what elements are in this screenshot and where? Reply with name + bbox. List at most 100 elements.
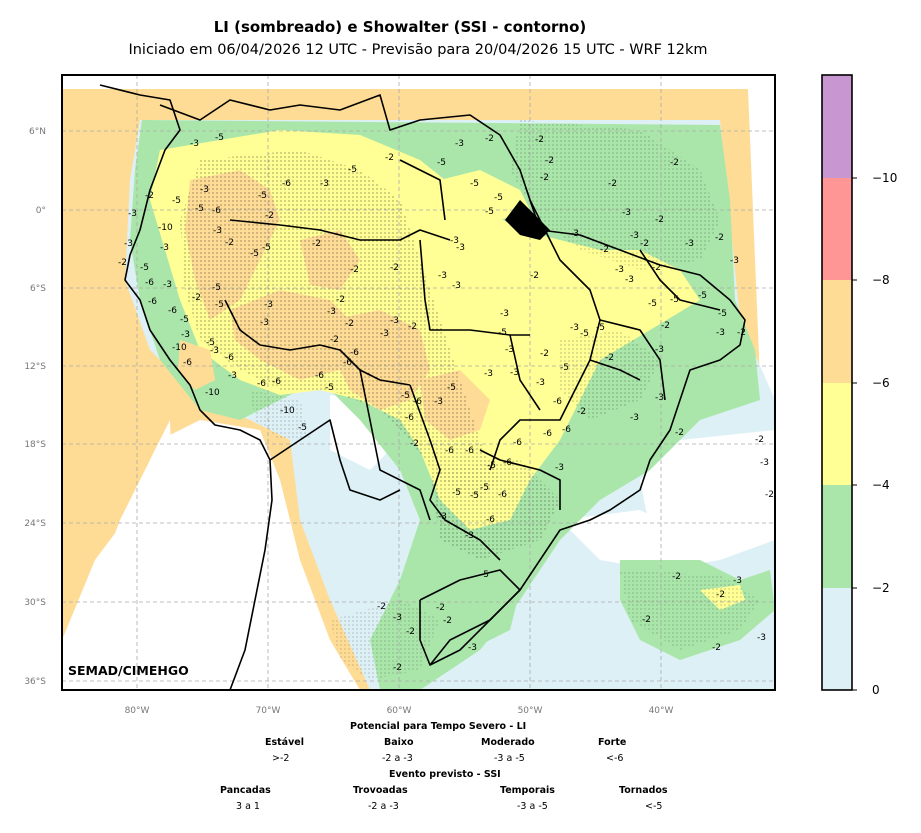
contour-label: -3 [213, 226, 222, 236]
contour-label: -2 [443, 616, 452, 626]
contour-label: -5 [698, 291, 707, 301]
colorbar-segment [822, 178, 852, 280]
contour-label: -5 [140, 263, 149, 273]
contour-label: -5 [325, 383, 334, 393]
contour-label: -2 [540, 173, 549, 183]
contour-label: -6 [343, 358, 352, 368]
contour-label: -3 [210, 346, 219, 356]
li-category-range: <-6 [606, 753, 624, 764]
colorbar-segment [822, 75, 852, 178]
contour-label: -5 [580, 329, 589, 339]
contour-label: -6 [350, 348, 359, 358]
lon-label: 50°W [518, 706, 543, 716]
lon-label: 60°W [387, 706, 412, 716]
contour-label: -3 [200, 185, 209, 195]
contour-label: -2 [716, 590, 725, 600]
contour-label: -3 [438, 271, 447, 281]
contour-label: -5 [487, 461, 496, 471]
contour-label: -3 [228, 371, 237, 381]
contour-label: -2 [652, 263, 661, 273]
contour-label: -5 [447, 383, 456, 393]
contour-label: -6 [315, 371, 324, 381]
colorbar-segment [822, 280, 852, 383]
river-mouth-shape [505, 200, 550, 240]
contour-label: -2 [522, 228, 531, 238]
contour-label: -10 [158, 223, 173, 233]
contour-label: -3 [434, 397, 443, 407]
contour-label: -5 [212, 283, 221, 293]
contour-label: -5 [401, 391, 410, 401]
contour-label: -3 [685, 239, 694, 249]
contour-label: -5 [648, 299, 657, 309]
contour-label: -5 [250, 249, 259, 259]
contour-label: -2 [485, 134, 494, 144]
contour-label: -3 [450, 236, 459, 246]
contour-label: -3 [181, 330, 190, 340]
contour-label: -2 [670, 158, 679, 168]
contour-label: -2 [605, 353, 614, 363]
colorbar-label: 0 [872, 683, 880, 697]
colorbar-segment [822, 588, 852, 690]
lat-label: 12°S [24, 362, 46, 372]
li-category-range: -3 a -5 [494, 753, 525, 764]
contour-label: -3 [500, 309, 509, 319]
contour-label: -6 [445, 446, 454, 456]
contour-label: -5 [180, 315, 189, 325]
map-title: LI (sombreado) e Showalter (SSI - contor… [213, 18, 587, 36]
contour-label: -3 [163, 280, 172, 290]
contour-label: -2 [600, 245, 609, 255]
contour-label: -3 [128, 209, 137, 219]
lat-label: 18°S [24, 440, 46, 450]
contour-label: -2 [312, 239, 321, 249]
contour-label: -3 [468, 643, 477, 653]
contour-label: -3 [465, 531, 474, 541]
contour-label: -3 [510, 368, 519, 378]
lat-label: 6°S [30, 284, 46, 294]
contour-label: -3 [622, 208, 631, 218]
contour-label: -3 [655, 345, 664, 355]
map-subtitle: Iniciado em 06/04/2026 12 UTC - Previsão… [128, 42, 708, 58]
contour-label: -2 [145, 191, 154, 201]
contour-label: -2 [765, 490, 774, 500]
contour-label: -2 [265, 211, 274, 221]
contour-label: -3 [390, 316, 399, 326]
contour-label: -3 [455, 139, 464, 149]
contour-label: -5 [718, 309, 727, 319]
lat-label: 0° [36, 206, 46, 216]
ssi-category-range: 3 a 1 [236, 801, 260, 812]
contour-label: -2 [540, 349, 549, 359]
ssi-category-name: Trovoadas [353, 785, 408, 796]
contour-label: -5 [215, 300, 224, 310]
contour-label: -5 [215, 133, 224, 143]
contour-label: -5 [195, 204, 204, 214]
contour-label: -3 [730, 256, 739, 266]
ssi-category-range: -2 a -3 [368, 801, 399, 812]
contour-label: -10 [172, 343, 187, 353]
ssi-category-range: -3 a -5 [517, 801, 548, 812]
contour-label: -6 [553, 397, 562, 407]
contour-label: -6 [212, 206, 221, 216]
contour-label: -6 [562, 425, 571, 435]
contour-label: -2 [672, 572, 681, 582]
colorbar-label: −6 [872, 376, 890, 390]
contour-label: -3 [570, 323, 579, 333]
contour-label: -2 [535, 135, 544, 145]
contour-label: -5 [172, 196, 181, 206]
contour-label: -6 [225, 353, 234, 363]
contour-label: -3 [260, 318, 269, 328]
contour-label: -2 [330, 335, 339, 345]
contour-label: -3 [320, 179, 329, 189]
contour-label: -5 [258, 191, 267, 201]
lat-label: 6°N [29, 127, 46, 137]
contour-label: -2 [436, 603, 445, 613]
contour-label: -3 [393, 613, 402, 623]
contour-label: -3 [452, 281, 461, 291]
contour-label: -5 [670, 295, 679, 305]
contour-label: -2 [545, 156, 554, 166]
li-shading [62, 89, 775, 690]
contour-label: -3 [456, 243, 465, 253]
contour-label: -6 [145, 278, 154, 288]
lon-labels: 80°W 70°W 60°W 50°W 40°W [125, 706, 674, 716]
li-category-name: Forte [598, 737, 627, 748]
